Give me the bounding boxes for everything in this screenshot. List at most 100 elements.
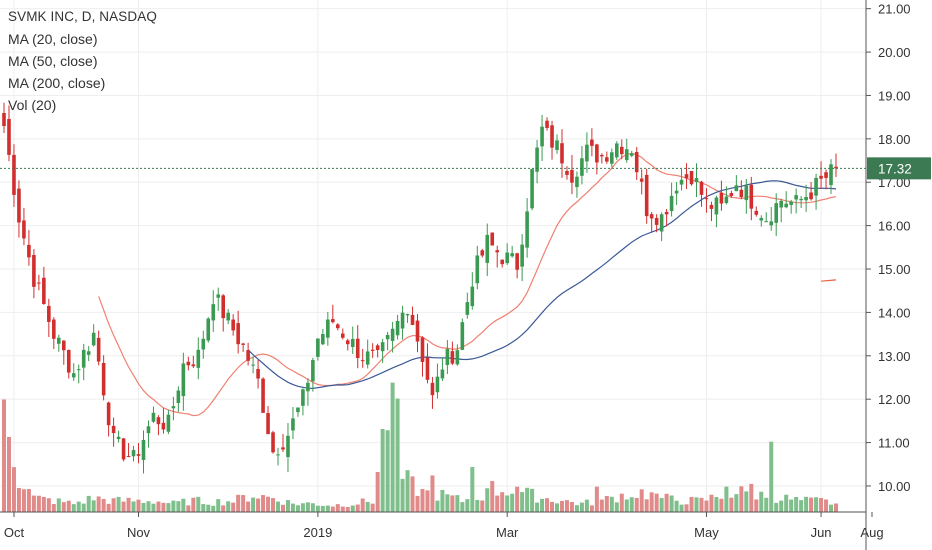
candle-body	[460, 322, 465, 350]
volume-bar	[465, 499, 470, 512]
candle-body	[395, 320, 400, 336]
candle-body	[455, 350, 460, 365]
candle-body	[136, 454, 141, 456]
volume-bar	[574, 505, 579, 512]
volume-bar	[525, 487, 530, 512]
candle-body	[301, 389, 305, 406]
candle-body	[799, 198, 803, 201]
candle-body	[809, 192, 813, 200]
volume-bar	[21, 489, 26, 512]
candle-body	[824, 172, 828, 178]
legend-item-ma20[interactable]: MA (20, close)	[8, 31, 98, 47]
volume-bar	[639, 489, 644, 512]
volume-bar	[111, 498, 116, 512]
volume-bar	[186, 505, 191, 512]
candle-body	[789, 201, 793, 205]
volume-bar	[96, 496, 101, 512]
volume-bar	[684, 504, 689, 512]
candle-body	[734, 185, 739, 192]
y-tick-label: 10.00	[878, 479, 911, 494]
volume-bar	[56, 498, 61, 512]
volume-bar	[410, 476, 415, 512]
candle-body	[425, 357, 430, 380]
legend-item-ma200[interactable]: MA (200, close)	[8, 75, 106, 91]
volume-bar	[744, 491, 749, 512]
volume-bar	[784, 494, 789, 512]
candle-body	[634, 152, 639, 173]
candle-body	[699, 181, 704, 195]
candle-body	[321, 333, 325, 345]
volume-bar	[246, 501, 251, 512]
volume-bar	[360, 498, 365, 512]
ma20-line	[98, 152, 837, 417]
candle-body	[231, 319, 235, 331]
candle-body	[96, 337, 101, 362]
candle-body	[649, 214, 654, 219]
volume-bar	[609, 496, 614, 512]
candle-body	[221, 295, 226, 319]
x-tick-label: May	[694, 525, 719, 540]
volume-bar	[121, 501, 126, 512]
volume-bar	[614, 502, 619, 512]
volume-bar	[714, 497, 719, 512]
candle-body	[141, 439, 146, 460]
volume-bar	[500, 492, 505, 512]
candle-body	[575, 176, 579, 188]
volume-bar	[649, 492, 654, 512]
legend-item-volume[interactable]: Vol (20)	[8, 97, 57, 113]
volume-bar	[266, 496, 271, 512]
candle-body	[530, 169, 534, 209]
volume-bar	[201, 504, 206, 512]
volume-bar	[480, 500, 485, 512]
volume-bar	[380, 429, 385, 512]
volume-bar	[739, 486, 744, 512]
legend-item-ma50[interactable]: MA (50, close)	[8, 53, 98, 69]
volume-bar	[814, 497, 819, 512]
candle-body	[111, 425, 116, 434]
volume-bar	[654, 493, 659, 512]
candle-body	[525, 211, 529, 248]
volume-bar	[211, 505, 216, 512]
candle-body	[610, 152, 614, 164]
candle-body	[121, 438, 126, 460]
volume-bar	[530, 488, 535, 512]
candle-body	[565, 170, 569, 175]
candle-body	[206, 318, 211, 341]
candle-body	[76, 369, 81, 371]
volume-bar	[415, 495, 420, 512]
candle-body	[360, 360, 365, 362]
candle-body	[91, 332, 96, 346]
candle-body	[236, 323, 240, 345]
volume-bar	[36, 495, 41, 512]
volume-bar	[171, 500, 176, 512]
volume-bar	[126, 497, 131, 512]
volume-bar	[236, 494, 241, 512]
candle-body	[540, 126, 544, 147]
volume-bar	[729, 497, 734, 512]
candle-body	[57, 337, 61, 344]
volume-bar	[430, 475, 435, 512]
candle-body	[106, 402, 111, 426]
volume-bar	[81, 503, 86, 512]
candle-body	[266, 413, 270, 435]
candle-body	[176, 390, 181, 403]
candle-body	[834, 166, 838, 169]
candle-body	[47, 305, 51, 322]
candle-body	[595, 144, 599, 163]
x-tick-label: 2019	[303, 525, 332, 540]
candle-body	[326, 319, 330, 338]
volume-bar	[545, 498, 550, 512]
volume-bar	[589, 505, 594, 512]
x-tick-label: Mar	[496, 525, 519, 540]
candle-body	[415, 320, 420, 342]
candle-body	[550, 125, 554, 148]
candle-body	[654, 217, 659, 225]
volume-bar	[390, 382, 395, 512]
candle-body	[61, 340, 66, 351]
volume-bar	[166, 503, 171, 512]
last-price-badge	[867, 157, 931, 180]
volume-bar	[664, 493, 669, 512]
candle-body	[66, 349, 71, 373]
last-price-label: 17.32	[878, 161, 912, 176]
